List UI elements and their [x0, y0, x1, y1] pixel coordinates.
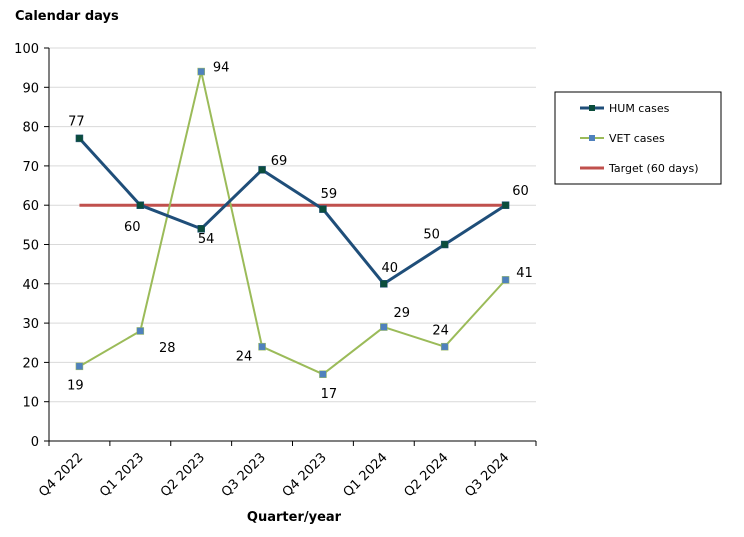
- y-tick-label: 80: [22, 121, 39, 136]
- data-label: 60: [512, 184, 529, 199]
- y-axis-title: Calendar days: [15, 9, 119, 24]
- legend-swatch-marker: [589, 105, 595, 111]
- data-label: 28: [159, 341, 176, 356]
- data-label: 69: [271, 154, 288, 169]
- series-0-point: [136, 201, 145, 209]
- data-labels: 77 60 54 69 59 40 50 60 19 28 94 24 17 29 24 41: [67, 61, 533, 403]
- y-tick-label: 20: [22, 356, 39, 371]
- x-tick-label: Q1 2024: [341, 450, 391, 500]
- x-tick-label: Q2 2023: [158, 450, 208, 500]
- y-tick-label: 30: [22, 317, 39, 332]
- legend-swatch-marker: [589, 135, 595, 141]
- series-0-point: [501, 201, 510, 209]
- x-axis: Q4 2022 Q1 2023 Q2 2023 Q3 2023 Q4 2023 Q1 20…: [36, 48, 537, 500]
- data-label: 54: [198, 232, 215, 247]
- legend-entry-label: VET cases: [609, 132, 665, 145]
- series-1-point: [501, 276, 510, 284]
- y-tick-label: 90: [22, 81, 39, 96]
- y-tick-label: 70: [22, 160, 39, 175]
- data-label: 94: [213, 61, 230, 76]
- y-tick-label: 60: [22, 199, 39, 214]
- series-1-point: [258, 342, 266, 351]
- data-label: 60: [124, 220, 141, 235]
- x-tick-label: Q1 2023: [97, 450, 147, 500]
- x-tick-label: Q2 2024: [401, 450, 451, 500]
- series-0-point: [75, 134, 84, 143]
- legend-entry-label: Target (60 days): [608, 162, 699, 175]
- data-label: 24: [432, 324, 449, 339]
- legend-entry-label: HUM cases: [609, 102, 670, 115]
- series-0-point: [380, 280, 388, 288]
- y-tick-label: 0: [31, 435, 39, 450]
- series-1-point: [380, 323, 388, 331]
- legend: HUM cases VET cases Target (60 days): [554, 91, 722, 185]
- y-tick-label: 100: [14, 42, 39, 57]
- series-1-point: [136, 327, 145, 335]
- series-markers: [75, 67, 510, 378]
- data-label: 77: [68, 114, 85, 129]
- data-label: 40: [382, 261, 399, 276]
- data-label: 24: [236, 350, 253, 365]
- series-line-0: [78, 137, 507, 286]
- data-label: 29: [394, 306, 411, 321]
- series-1-point: [440, 342, 449, 351]
- y-tick-label: 40: [22, 278, 39, 293]
- y-tick-label: 10: [22, 396, 39, 411]
- data-label: 19: [67, 378, 84, 393]
- data-label: 59: [321, 187, 338, 202]
- series-1-point: [319, 370, 327, 378]
- series-0-point: [319, 205, 327, 213]
- series-line-1: [78, 70, 507, 376]
- gridlines: [49, 47, 536, 403]
- data-label: 17: [321, 387, 338, 402]
- y-tick-label: 50: [22, 239, 39, 254]
- data-label: 41: [516, 266, 533, 281]
- series-lines: [78, 70, 507, 376]
- x-tick-label: Q4 2023: [280, 450, 330, 500]
- x-tick-label: Q3 2023: [219, 450, 269, 500]
- series-1-point: [75, 362, 84, 371]
- series-0-point: [258, 166, 266, 174]
- series-0-point: [440, 240, 449, 249]
- series-0-point: [197, 225, 205, 233]
- x-axis-title: Quarter/year: [247, 510, 342, 525]
- x-tick-label: Q3 2024: [462, 450, 512, 500]
- data-label: 50: [423, 228, 440, 243]
- x-tick-label: Q4 2022: [36, 450, 86, 500]
- y-axis-ticks: 0 10 20 30 40 50 60 70 80 90 100: [14, 42, 49, 450]
- series-1-point: [197, 67, 205, 76]
